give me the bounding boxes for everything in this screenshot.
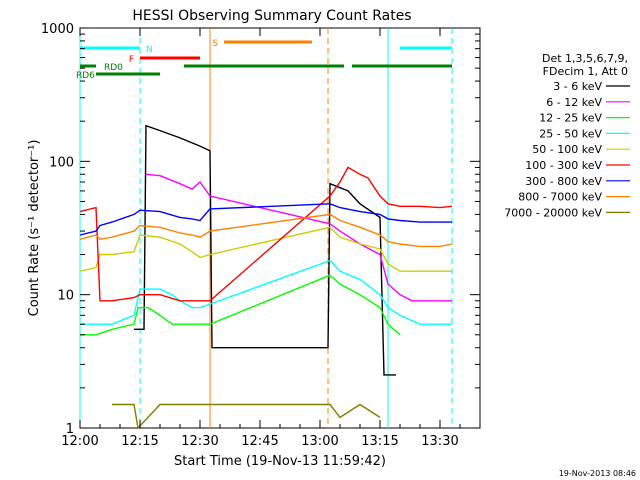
series-line-2 [80,274,401,336]
chart-title: HESSI Observing Summary Count Rates [132,8,411,24]
y-tick-label-1: 10 [57,289,74,304]
legend-label-2: 12 - 25 keV [539,112,602,125]
x-tick-label-5: 13:15 [361,434,398,449]
legend-label-3: 25 - 50 keV [539,127,602,140]
series-lines [79,124,453,430]
y-tick-label-0: 1 [66,422,74,437]
series-line-0 [134,124,396,376]
series-line-6 [79,203,452,236]
attenuator-bars: N S F RD0 RD6 [76,39,452,81]
legend-label-7: 800 - 7000 keV [518,191,602,204]
legend: Det 1,3,5,6,7,9,FDecim 1, Att 0 3 - 6 keV… [504,52,630,219]
legend-label-4: 50 - 100 keV [532,143,602,156]
series-line-5 [79,166,453,302]
series-line-7 [79,213,453,248]
legend-label-0: 3 - 6 keV [553,80,602,93]
legend-label-5: 100 - 300 keV [525,159,602,172]
x-tick-label-2: 12:30 [181,434,218,449]
legend-header-0: Det 1,3,5,6,7,9, [542,52,628,65]
series-line-1 [145,173,452,302]
axes: 12:00 12:15 12:30 12:45 13:00 13:15 13:30 1 10 10… [41,22,481,449]
bar-label-3: F [129,55,134,65]
x-axis-label: Start Time (19-Nov-13 11:59:42) [174,454,386,469]
x-tick-label-4: 13:00 [301,434,338,449]
legend-header-1: FDecim 1, Att 0 [543,65,628,78]
timestamp: 19-Nov-2013 08:46 [559,469,636,478]
x-tick-label-3: 12:45 [241,434,278,449]
y-tick-label-3: 1000 [41,22,74,37]
x-tick-label-1: 12:15 [121,434,158,449]
bar-label-2: S [212,39,218,49]
series-line-8 [112,403,381,430]
series-line-3 [80,259,452,325]
series-line-4 [79,226,452,272]
bar-label-0: N [146,45,153,55]
vertical-markers [79,28,453,428]
legend-label-6: 300 - 800 keV [525,175,602,188]
y-tick-label-2: 100 [49,155,74,170]
y-axis-label: Count Rate (s⁻¹ detector⁻¹) [27,140,42,317]
x-tick-label-6: 13:30 [421,434,458,449]
legend-label-8: 7000 - 20000 keV [504,206,602,219]
bar-label-4: RD0 [104,63,123,73]
legend-label-1: 6 - 12 keV [546,96,602,109]
bar-label-5: RD6 [76,71,95,81]
x-tick-label-0: 12:00 [61,434,98,449]
